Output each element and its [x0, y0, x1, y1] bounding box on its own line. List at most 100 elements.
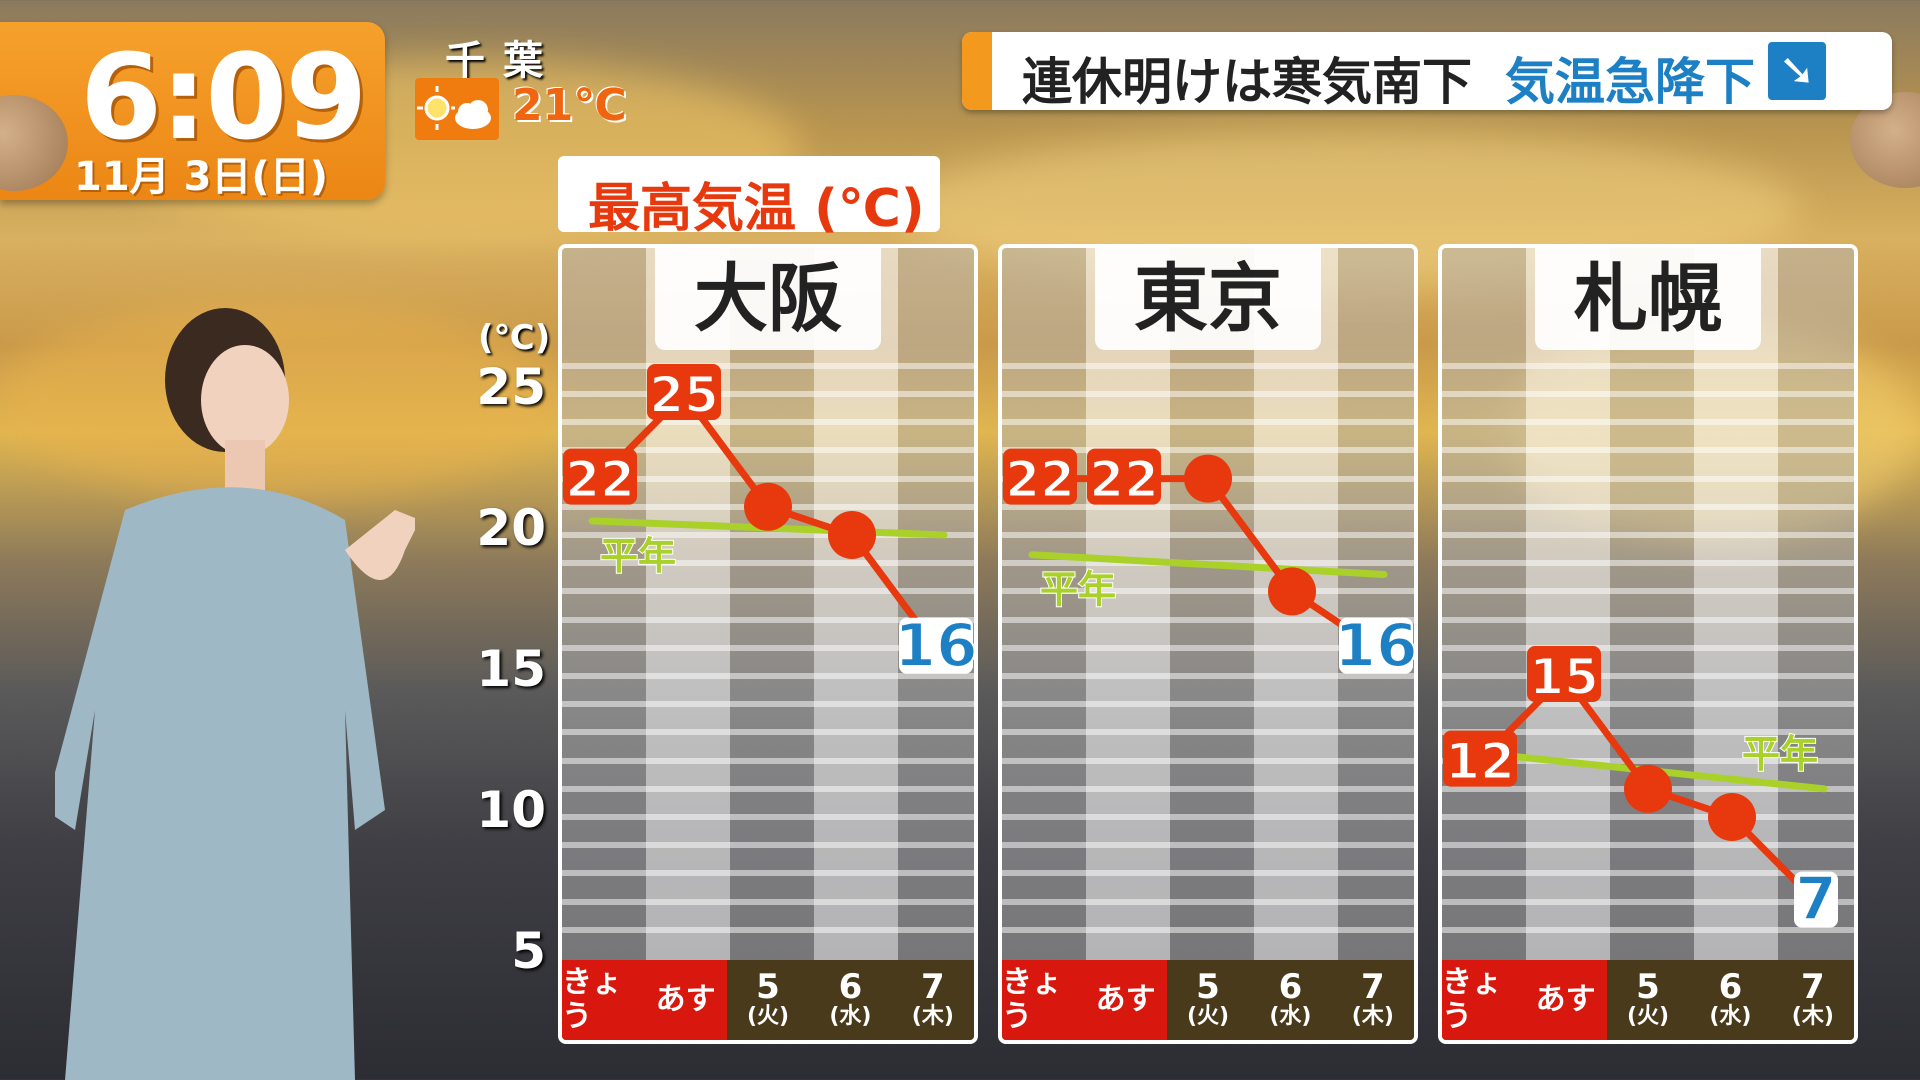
sky-cloud: [1500, 320, 1920, 540]
line-plot: 平年 22 22 16: [1003, 448, 1418, 682]
x-tick-label: きょう: [1002, 960, 1085, 1040]
location-label: 千葉: [445, 38, 561, 84]
x-tick-weekday: (木): [1351, 1004, 1394, 1029]
gridline: [1442, 447, 1854, 454]
gridline: [562, 616, 974, 623]
gridline: [1002, 729, 1414, 736]
gridline: [562, 362, 974, 369]
gridline: [1002, 757, 1414, 764]
gridline: [1442, 588, 1854, 595]
x-tick-day: あす: [1095, 982, 1156, 1017]
x-tick-label: あす: [644, 960, 727, 1040]
gridline: [562, 391, 974, 397]
x-tick-weekday: (水): [1269, 1004, 1312, 1029]
data-point: [1624, 764, 1672, 813]
data-point: [744, 482, 792, 531]
gridline: [562, 785, 974, 792]
gridline: [1002, 644, 1414, 651]
gridline: [1442, 729, 1854, 736]
x-tick-weekday: (水): [1709, 1004, 1752, 1029]
x-tick-day: 6: [838, 967, 863, 1007]
x-tick-label: 7 (木): [1771, 960, 1854, 1040]
x-tick-day: 5: [1196, 967, 1220, 1007]
x-tick-label: 6 (水): [1249, 960, 1332, 1040]
normal-label: 平年: [600, 534, 676, 578]
x-tick-weekday: (水): [829, 1004, 872, 1029]
x-tick-label: 5 (火): [1166, 960, 1250, 1040]
data-label-bg: [1087, 448, 1161, 505]
y-axis-unit: (℃): [478, 318, 551, 358]
gridline: [562, 729, 974, 736]
gridline: [562, 644, 974, 651]
x-tick-label: あす: [1524, 960, 1607, 1040]
data-label-bg: [1794, 871, 1838, 928]
x-tick-day: 6: [1718, 967, 1743, 1007]
gridline: [1002, 391, 1414, 397]
gridline: [562, 757, 974, 764]
x-tick-day: あす: [1535, 982, 1596, 1017]
city-label: 札幌: [1535, 248, 1761, 350]
y-tick-label: 25: [476, 358, 546, 416]
sun-cloud-icon: [415, 78, 499, 140]
gridline: [1442, 616, 1854, 623]
gridline: [1442, 503, 1854, 510]
data-point: [828, 511, 876, 559]
gridline: [1002, 616, 1414, 623]
city-label: 東京: [1095, 248, 1321, 350]
gridline: [562, 673, 974, 679]
clock-box: 6:09 11月 3日(日): [0, 22, 385, 200]
headline-accent-bar: [962, 32, 992, 110]
headline-box: [962, 32, 1892, 110]
gridline: [562, 926, 974, 933]
data-label: 22: [1089, 451, 1159, 509]
x-tick-day: きょう: [1442, 965, 1502, 1034]
gridline: [1442, 814, 1854, 820]
gridline: [1442, 391, 1854, 397]
x-tick-label: 7 (木): [1331, 960, 1414, 1040]
gridline: [562, 870, 974, 877]
gridline: [1002, 447, 1414, 454]
y-tick-label: 20: [476, 499, 546, 557]
x-tick-label: 6 (水): [809, 960, 892, 1040]
gridline: [562, 701, 974, 708]
gridline: [1442, 560, 1854, 567]
gridline: [1442, 475, 1854, 482]
day-axis: きょう あす 5 (火) 6 (水) 7 (木): [1442, 960, 1854, 1040]
gridline: [562, 588, 974, 595]
clock-time: 6:09: [80, 28, 368, 166]
gridline: [1442, 673, 1854, 679]
data-label: 12: [1445, 733, 1515, 791]
data-label-bg: [563, 448, 637, 505]
gridline: [1442, 644, 1854, 651]
data-label: 16: [1334, 611, 1418, 681]
presenter-figure: [55, 308, 415, 1080]
gridline: [1442, 701, 1854, 708]
data-point: [1184, 454, 1232, 503]
data-label-bg: [1527, 646, 1601, 702]
gridline: [1442, 898, 1854, 905]
normal-label: 平年: [1040, 568, 1116, 612]
gridline: [1442, 870, 1854, 877]
x-tick-day: あす: [655, 982, 716, 1017]
data-label-bg: [1003, 448, 1077, 505]
data-label: 25: [649, 366, 719, 424]
x-tick-label: 7 (木): [891, 960, 974, 1040]
gridline: [1002, 503, 1414, 510]
headline-main: 連休明けは寒気南下: [1022, 53, 1472, 111]
gridline: [562, 447, 974, 454]
gridline: [562, 475, 974, 482]
gridline: [562, 898, 974, 905]
current-temp: 21℃: [512, 80, 627, 131]
gridline: [562, 814, 974, 820]
data-label: 22: [565, 451, 635, 509]
day-axis: きょう あす 5 (火) 6 (水) 7 (木): [562, 960, 974, 1040]
x-tick-day: きょう: [1002, 965, 1062, 1034]
gridline: [1002, 842, 1414, 849]
x-tick-label: 5 (火): [1606, 960, 1690, 1040]
gridline: [1002, 588, 1414, 595]
chart-panel: 東京 きょう あす 5 (火) 6 (水) 7 (木) 平年 22 22 16: [998, 244, 1418, 1044]
x-tick-weekday: (木): [911, 1004, 954, 1029]
headline-sub: 気温急降下: [1505, 53, 1755, 111]
data-label-bg: [1443, 730, 1517, 787]
data-point: [1708, 793, 1756, 841]
